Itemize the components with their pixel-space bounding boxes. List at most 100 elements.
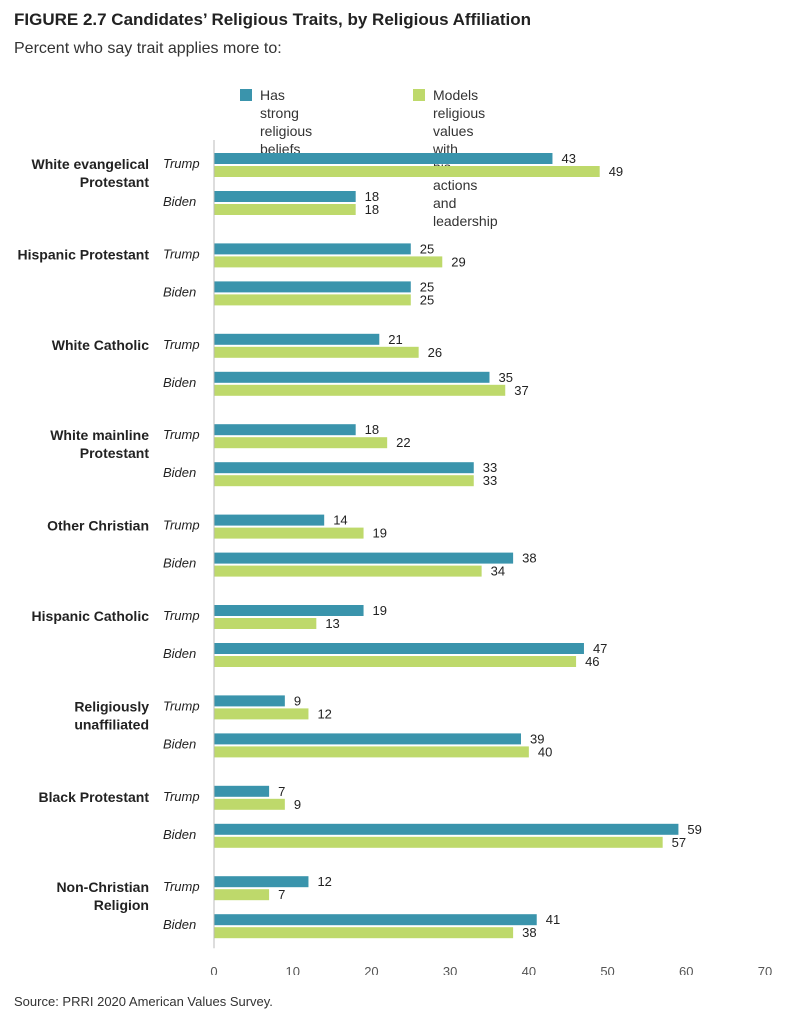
group-label: Other Christian [47,518,149,534]
group-label: Black Protestant [39,789,150,805]
bar [214,836,663,848]
candidate-label: Trump [163,698,200,713]
bar [214,281,411,293]
data-label: 9 [294,693,301,708]
bar [214,475,474,487]
data-label: 37 [514,383,528,398]
bar [214,204,356,215]
data-label: 19 [373,526,387,541]
data-label: 25 [420,292,434,307]
candidate-label: Biden [163,736,196,751]
candidate-label: Biden [163,827,196,842]
group-label: Religiously unaffiliated [74,698,149,732]
bar [214,514,325,526]
bar [214,256,443,268]
bar [214,785,270,797]
data-label: 29 [451,254,465,269]
data-label: 33 [483,460,497,475]
data-label: 38 [522,551,536,566]
candidate-label: Biden [163,375,196,390]
bar [214,656,577,667]
candidate-label: Biden [163,646,196,661]
candidate-label: Biden [163,917,196,932]
candidate-label: Trump [163,879,200,894]
chart-subtitle: Percent who say trait applies more to: [14,40,282,57]
group-label: White evangelical Protestant [32,156,150,190]
candidate-label: Trump [163,608,200,623]
bar [214,462,474,474]
candidate-label: Trump [163,789,200,804]
candidate-label: Trump [163,427,200,442]
data-label: 39 [530,731,544,746]
x-tick-label: 50 [600,964,614,975]
data-label: 40 [538,744,552,759]
candidate-label: Trump [163,518,200,533]
candidate-label: Trump [163,337,200,352]
data-label: 12 [317,874,331,889]
bar [214,708,309,720]
data-label: 57 [672,835,686,850]
data-label: 7 [278,784,285,799]
data-label: 21 [388,332,402,347]
data-label: 18 [365,422,379,437]
data-label: 7 [278,887,285,902]
x-tick-label: 40 [522,964,536,975]
data-label: 41 [546,912,560,927]
candidate-label: Trump [163,156,200,171]
data-label: 26 [428,345,442,360]
bar [214,876,309,888]
bar [214,927,514,939]
legend-swatch-models-values [413,89,425,101]
bar [214,243,411,255]
x-tick-label: 0 [210,964,217,975]
group-label: Hispanic Protestant [18,246,150,262]
bar [214,914,537,926]
candidate-label: Biden [163,194,196,209]
data-label: 59 [687,822,701,837]
group-label: Hispanic Catholic [32,608,150,624]
data-label: 38 [522,925,536,940]
data-label: 46 [585,654,599,669]
data-label: 47 [593,641,607,656]
bar [214,733,521,745]
bar [214,384,506,396]
candidate-label: Biden [163,284,196,299]
bar [214,552,514,564]
bar [214,798,285,810]
bar-chart: White evangelical Protestant Trump 43 49 Bide… [18,140,772,975]
chart-title: FIGURE 2.7 Candidates’ Religious Traits,… [14,10,532,29]
group-label: Non-Christian Religion [56,879,149,913]
data-label: 33 [483,473,497,488]
data-label: 25 [420,279,434,294]
bar [214,294,411,306]
bar [214,153,553,164]
bar [214,527,364,539]
bar [214,424,356,436]
data-label: 13 [325,616,339,631]
candidate-label: Trump [163,246,200,261]
x-tick-label: 60 [679,964,693,975]
data-label: 18 [365,202,379,217]
data-label: 25 [420,241,434,256]
legend-swatch-strong-beliefs [240,89,252,101]
data-label: 12 [317,706,331,721]
group-label: White mainline Protestant [50,427,149,461]
bar [214,643,584,654]
candidate-label: Biden [163,556,196,571]
x-tick-label: 20 [364,964,378,975]
bar [214,889,270,901]
bar [214,333,380,345]
source-note: Source: PRRI 2020 American Values Survey… [14,994,273,1009]
legend-label-strong-beliefs: Has strong religious beliefs [260,87,313,157]
x-tick-label: 30 [443,964,457,975]
bar [214,695,285,707]
bar [214,191,356,202]
data-label: 9 [294,797,301,812]
data-label: 19 [373,603,387,618]
bar [214,565,482,577]
data-label: 35 [499,370,513,385]
group-label: White Catholic [52,337,149,353]
bar [214,618,317,629]
bar [214,371,490,383]
data-label: 34 [491,564,505,579]
